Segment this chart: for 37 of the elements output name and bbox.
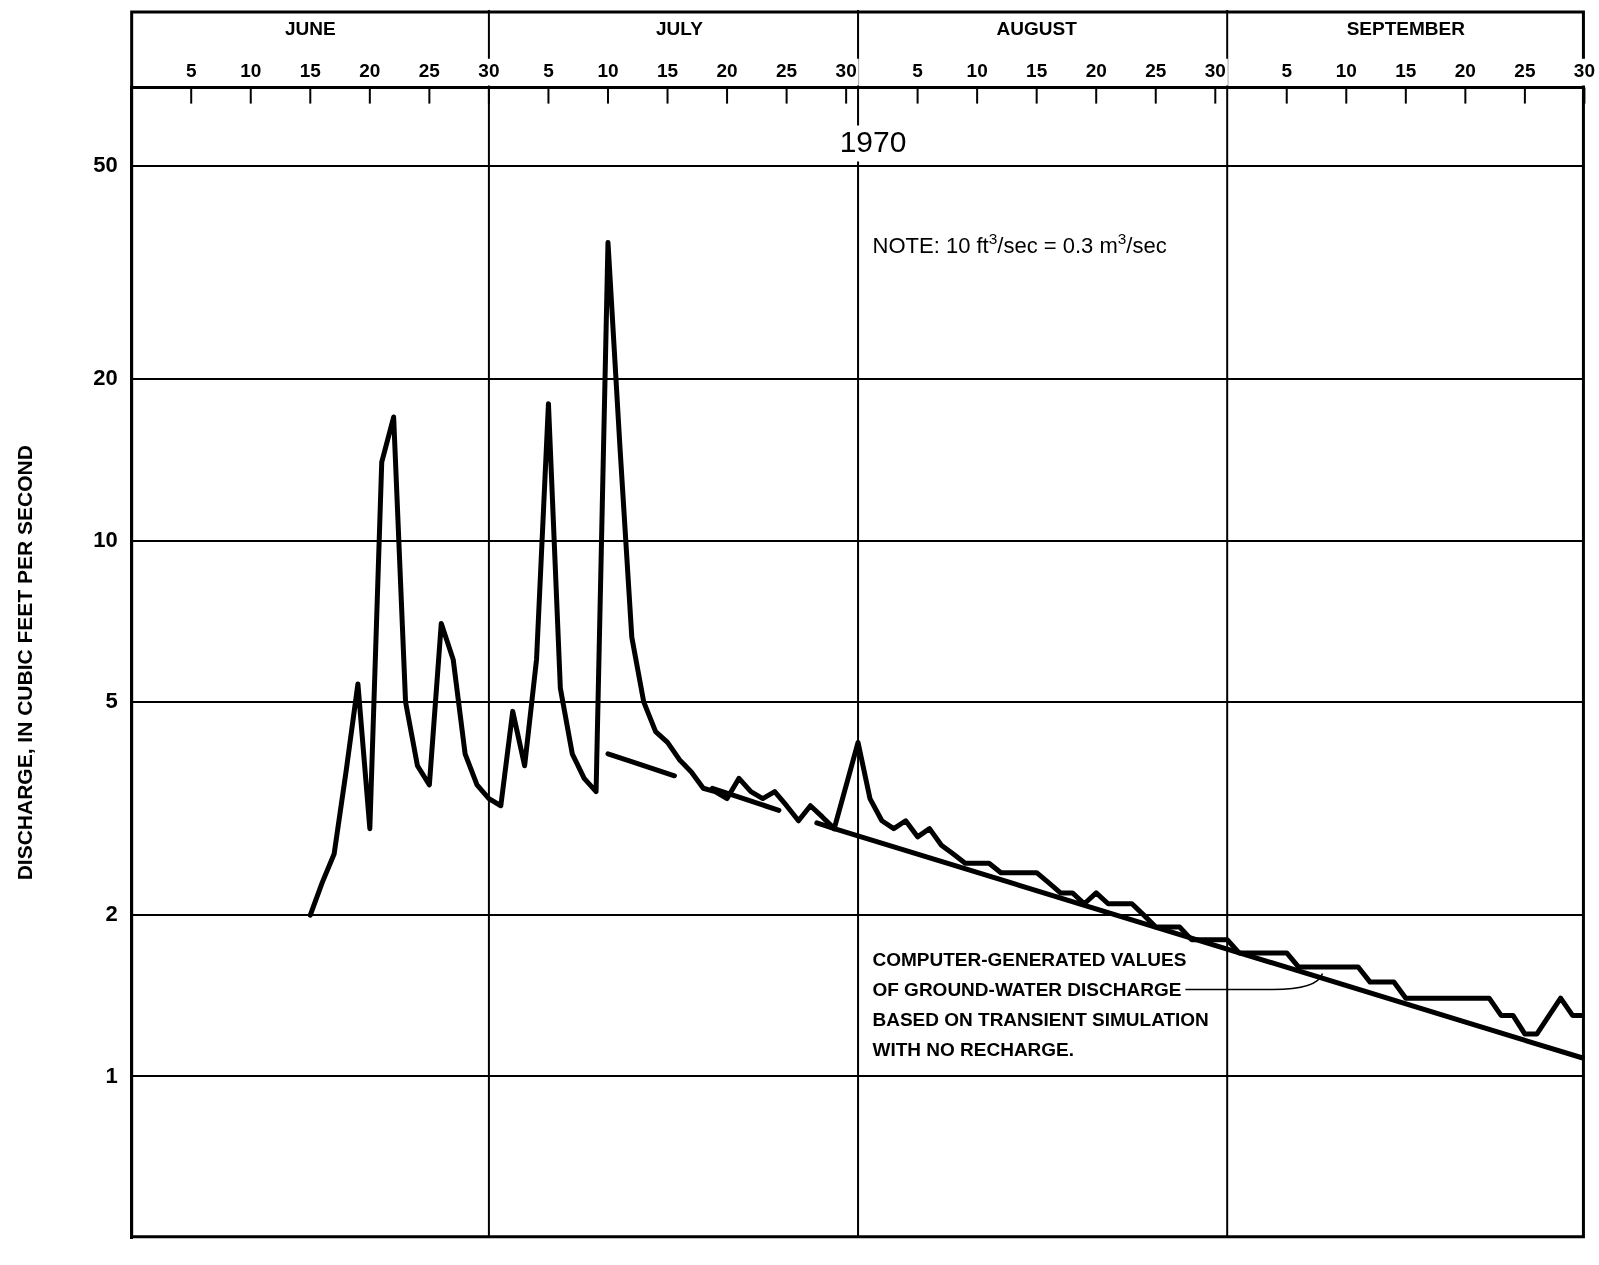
y-axis-title: DISCHARGE, IN CUBIC FEET PER SECOND bbox=[13, 445, 37, 881]
x-tick-label: 20 bbox=[1454, 60, 1476, 82]
x-tick-label: 20 bbox=[716, 60, 738, 82]
x-tick-label: 30 bbox=[1204, 60, 1226, 82]
text: 1970 bbox=[839, 124, 907, 158]
x-tick-label: 20 bbox=[1085, 60, 1107, 82]
x-tick-label: 15 bbox=[656, 60, 679, 82]
y-tick-label: 10 bbox=[93, 526, 118, 552]
x-tick-label: 15 bbox=[299, 60, 322, 82]
x2-tick-label: JULY bbox=[656, 17, 704, 39]
x2-tick-label: JUNE bbox=[284, 17, 336, 39]
x-tick-label: 30 bbox=[1573, 60, 1595, 82]
x-tick-label: 15 bbox=[1026, 60, 1048, 82]
x-tick-label: 10 bbox=[966, 60, 988, 82]
x-tick-label: 15 bbox=[1395, 60, 1417, 82]
y-tick-label: 5 bbox=[105, 687, 118, 713]
x-tick-label: 5 bbox=[912, 60, 924, 82]
x-tick-label: 10 bbox=[597, 60, 619, 82]
x-tick-label: 5 bbox=[543, 60, 555, 82]
y-tick-label: 20 bbox=[93, 365, 118, 391]
x-tick-label: 25 bbox=[776, 60, 798, 82]
x-tick-label: 5 bbox=[185, 60, 197, 82]
x-tick-label: 30 bbox=[835, 60, 857, 82]
y-tick-label: 1 bbox=[105, 1062, 118, 1088]
x-tick-label: 10 bbox=[1335, 60, 1357, 82]
y-tick-label: 2 bbox=[105, 901, 118, 927]
x-tick-label: 20 bbox=[359, 60, 381, 82]
x-tick-label: 25 bbox=[1145, 60, 1167, 82]
x-tick-label: 30 bbox=[478, 60, 500, 82]
annotation: COMPUTER-GENERATED VALUES OF GROUND-WATER DISCHARGE BASED ON TRANSIENT SIMULATION WITH NO RECHARGE. bbox=[872, 949, 1209, 1061]
x2-tick-label: SEPTEMBER bbox=[1346, 17, 1466, 39]
y-tick-label: 50 bbox=[93, 151, 118, 177]
x2-tick-label: AUGUST bbox=[996, 17, 1078, 39]
x-tick-label: 10 bbox=[240, 60, 262, 82]
x-tick-label: 25 bbox=[418, 60, 441, 82]
x-tick-label: 5 bbox=[1281, 60, 1293, 82]
x-tick-label: 25 bbox=[1514, 60, 1536, 82]
